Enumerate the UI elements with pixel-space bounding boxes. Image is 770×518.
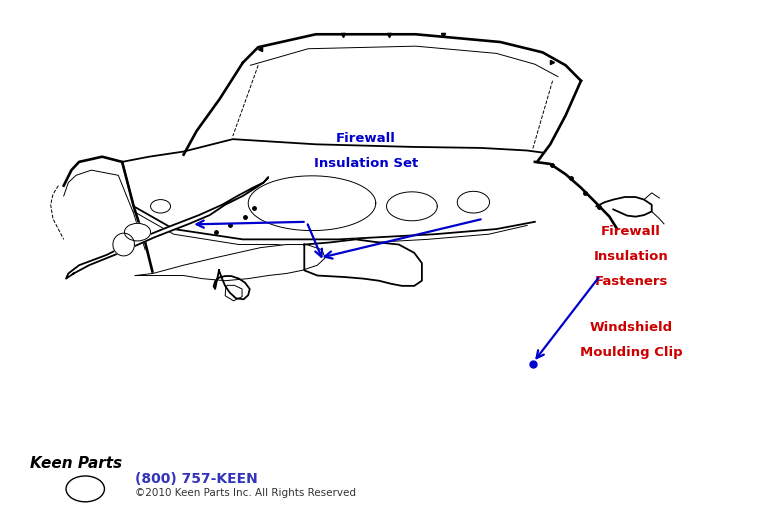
Text: Keen Parts: Keen Parts (30, 456, 122, 471)
Text: Moulding Clip: Moulding Clip (580, 346, 682, 359)
Text: Firewall: Firewall (601, 225, 661, 238)
Polygon shape (304, 239, 422, 286)
Text: Fasteners: Fasteners (594, 275, 668, 288)
Circle shape (125, 223, 151, 241)
Circle shape (66, 476, 105, 502)
Text: Firewall: Firewall (336, 133, 396, 146)
Text: ©2010 Keen Parts Inc. All Rights Reserved: ©2010 Keen Parts Inc. All Rights Reserve… (136, 488, 357, 498)
Text: Insulation Set: Insulation Set (313, 157, 418, 170)
Text: (800) 757-KEEN: (800) 757-KEEN (136, 472, 258, 486)
Circle shape (151, 199, 171, 213)
Polygon shape (136, 244, 325, 281)
Polygon shape (113, 233, 135, 256)
Polygon shape (66, 177, 268, 279)
Text: Windshield: Windshield (589, 321, 672, 334)
Text: Insulation: Insulation (594, 250, 668, 263)
